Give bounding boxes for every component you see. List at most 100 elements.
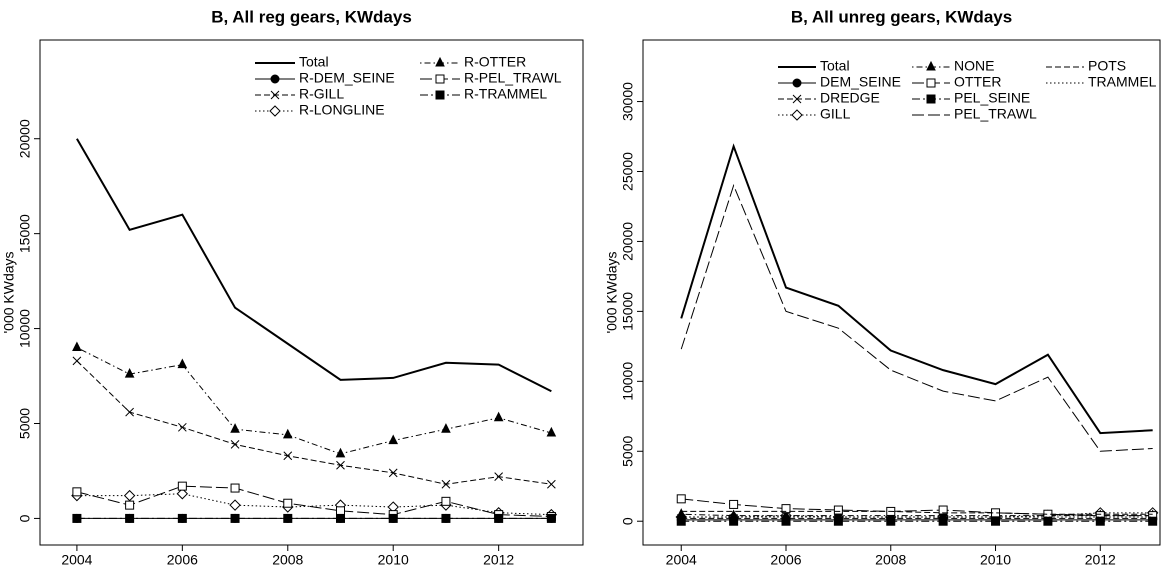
series-line: [681, 498, 1153, 517]
legend-label: PEL_TRAWL: [954, 106, 1037, 122]
legend-label: TRAMMEL: [1088, 74, 1157, 90]
marker: [230, 483, 240, 493]
legend-marker: [926, 94, 936, 104]
marker: [494, 472, 504, 482]
marker: [230, 440, 240, 449]
legend-marker: [792, 94, 802, 104]
series-line: [76, 485, 552, 518]
legend-label: R-OTTER: [464, 54, 526, 70]
marker: [729, 499, 739, 509]
marker: [125, 500, 135, 510]
marker: [230, 513, 240, 523]
legend-marker-shape: [435, 74, 445, 84]
legend-label: Total: [299, 54, 329, 70]
marker: [176, 488, 189, 500]
marker: [833, 516, 843, 526]
y-axis-label: '000 KWdays: [1, 251, 17, 333]
marker: [781, 516, 791, 526]
marker: [125, 407, 134, 417]
marker: [1095, 516, 1105, 526]
y-tick-label: 5000: [17, 408, 33, 439]
legend-label: R-LONGLINE: [299, 102, 385, 118]
marker: [335, 506, 345, 516]
marker: [177, 422, 187, 432]
chart: B, All unreg gears, KWdays '000 KWdays 0 50…: [604, 7, 1161, 568]
series-line: [76, 138, 552, 393]
legend-label: R-PEL_TRAWL: [464, 70, 562, 86]
marker: [177, 358, 188, 369]
series-line: [76, 347, 552, 455]
y-axis-label: '000 KWdays: [604, 251, 620, 333]
marker: [72, 487, 82, 497]
legend-label: R-DEM_SEINE: [299, 70, 395, 86]
marker: [177, 513, 187, 523]
legend-marker: [270, 74, 280, 84]
marker: [938, 516, 948, 526]
plot-frame: [39, 39, 584, 546]
marker: [229, 499, 241, 511]
series-line: [681, 510, 1153, 515]
marker: [335, 513, 345, 523]
x-tick-label: 2008: [272, 552, 303, 568]
legend-label: Total: [820, 58, 850, 74]
x-tick-label: 2006: [770, 552, 801, 568]
marker: [493, 411, 504, 422]
marker: [283, 513, 293, 523]
marker: [676, 516, 686, 526]
marker: [494, 513, 504, 523]
marker: [441, 513, 451, 523]
series-line: [76, 493, 552, 516]
y-tick-label: 10000: [620, 362, 636, 401]
y-tick-label: 0: [17, 514, 33, 522]
marker: [72, 341, 82, 352]
y-tick-label: 15000: [17, 214, 33, 253]
legend-label: R-TRAMMEL: [464, 86, 547, 102]
series-line: [680, 184, 1153, 452]
legend-label: PEL_SEINE: [954, 90, 1030, 106]
legend-marker-shape: [270, 74, 280, 84]
legend-marker-shape: [435, 56, 445, 67]
chart-title: B, All unreg gears, KWdays: [791, 7, 1012, 26]
y-tick-label: 5000: [620, 435, 636, 466]
x-tick-label: 2008: [875, 552, 906, 568]
legend-marker: [270, 90, 280, 100]
x-tick-label: 2010: [378, 552, 409, 568]
marker: [283, 498, 293, 508]
marker: [230, 423, 240, 433]
x-tick-label: 2012: [483, 552, 514, 568]
legend-marker-shape: [269, 105, 281, 117]
marker: [938, 505, 948, 515]
x-tick-label: 2004: [666, 552, 697, 568]
marker: [676, 494, 686, 504]
legend-marker: [435, 74, 445, 84]
marker: [546, 513, 556, 523]
marker: [546, 426, 557, 437]
legend-marker-shape: [792, 78, 802, 88]
series-line: [76, 360, 552, 485]
legend-marker: [791, 109, 803, 121]
legend-marker: [435, 56, 445, 67]
y-tick-label: 20000: [620, 222, 636, 261]
marker: [1148, 516, 1158, 526]
y-tick-label: 30000: [620, 82, 636, 121]
series-line: [681, 513, 1153, 517]
plot-frame: [642, 39, 1161, 546]
x-tick-label: 2012: [1085, 552, 1116, 568]
legend-label: POTS: [1088, 58, 1126, 74]
y-tick-label: 20000: [17, 119, 33, 158]
marker: [833, 505, 843, 515]
chart: B, All reg gears, KWdays '000 KWdays 0 5000…: [1, 7, 584, 568]
chart-title: B, All reg gears, KWdays: [211, 7, 412, 26]
marker: [886, 516, 896, 526]
marker: [335, 447, 346, 458]
legend-marker-shape: [791, 109, 803, 121]
legend-label: DREDGE: [820, 90, 880, 106]
x-tick-label: 2004: [61, 552, 92, 568]
legend-label: OTTER: [954, 74, 1001, 90]
marker: [441, 496, 451, 506]
legend-marker-shape: [926, 78, 936, 88]
legend-label: DEM_SEINE: [820, 74, 901, 90]
legend-marker-shape: [792, 94, 802, 104]
